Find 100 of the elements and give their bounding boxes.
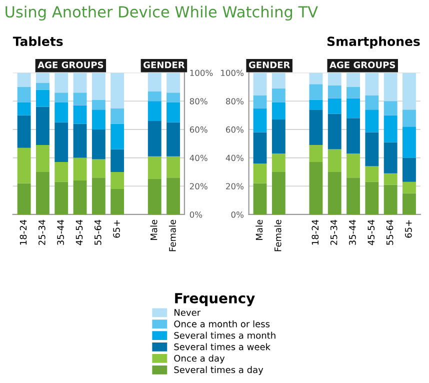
bar [346, 178, 360, 214]
legend-label: Never [174, 309, 201, 316]
bar [110, 149, 124, 172]
bar [110, 188, 124, 214]
y-tick-label: 0% [231, 211, 244, 218]
bar [384, 173, 398, 185]
bar [54, 92, 68, 103]
bar [110, 108, 124, 124]
bar [17, 115, 31, 148]
bar [272, 102, 286, 120]
y-tick-label: 40% [226, 154, 244, 162]
x-tick-label: 18-24 [312, 220, 319, 245]
bar [365, 182, 379, 214]
bar [166, 122, 180, 156]
bar [272, 72, 286, 88]
bar [110, 172, 124, 189]
legend-label: Once a day [174, 354, 225, 364]
x-tick-label: Male [256, 220, 263, 240]
bar [384, 72, 398, 102]
chart-subtitle: Tablets [12, 36, 63, 46]
bar [402, 193, 416, 214]
bar [148, 101, 162, 121]
bar [73, 158, 87, 180]
bar [384, 101, 398, 116]
y-tick-label: 60% [190, 126, 208, 133]
bar [17, 183, 31, 214]
bar [253, 72, 267, 96]
bar [365, 95, 379, 110]
bar [328, 149, 342, 172]
bar [328, 72, 342, 86]
legend-label: Once a month or less [174, 320, 270, 328]
bar [166, 102, 180, 122]
bar [346, 72, 360, 87]
bar [36, 106, 50, 146]
bar [402, 158, 416, 182]
bar [17, 102, 31, 116]
bar [309, 162, 323, 214]
bar [272, 154, 286, 172]
bar [166, 92, 180, 103]
text: GENDER [144, 61, 185, 68]
x-tick-label: 55-64 [386, 220, 394, 245]
bar [253, 108, 267, 132]
x-tick-label: Male [150, 220, 158, 240]
bar [110, 124, 124, 150]
chart-title: Smartphones [327, 36, 420, 48]
y-tick-label: 80% [226, 98, 244, 104]
bar [272, 172, 286, 214]
bar [346, 98, 360, 118]
bar [309, 72, 323, 84]
bar [73, 92, 87, 106]
bar [402, 110, 416, 127]
legend-label: Several times a week [174, 343, 271, 350]
bar [17, 72, 31, 87]
y-tick-label: 20% [226, 183, 244, 190]
bar [36, 145, 50, 172]
bar [36, 172, 50, 214]
bar [272, 88, 286, 103]
bar [365, 166, 379, 182]
legend-label: Several times a month [174, 332, 276, 339]
bar [73, 72, 87, 93]
x-tick-label: 45-54 [76, 220, 83, 246]
bar [166, 156, 180, 178]
bar [166, 72, 180, 93]
x-tick-label: Female [274, 220, 282, 252]
legend-label: Several times a day [174, 366, 264, 375]
bar [92, 159, 106, 178]
y-tick-label: 80% [190, 98, 208, 104]
bar [54, 72, 68, 93]
y-tick-label: 20% [190, 183, 208, 190]
x-tick-label: 55-64 [94, 220, 102, 245]
text: GENDER [248, 61, 290, 68]
bar [346, 118, 360, 154]
bar [17, 86, 31, 103]
bar [346, 86, 360, 98]
x-tick-label: 18-24 [20, 220, 27, 245]
text: AGE GROUPS [38, 61, 104, 68]
x-tick-label: 25-34 [330, 220, 338, 245]
bar [92, 129, 106, 160]
bar [402, 182, 416, 194]
bar [328, 172, 342, 214]
bar [272, 120, 286, 154]
bar [328, 98, 342, 114]
bar [309, 145, 323, 162]
bar [148, 156, 162, 180]
x-tick-label: 25-34 [38, 220, 46, 245]
y-tick-label: 60% [226, 126, 244, 133]
bar [402, 126, 416, 158]
legend-title: Frequency [175, 293, 255, 306]
x-tick-label: 35-44 [57, 220, 64, 245]
text: AGE GROUPS [330, 61, 396, 68]
bar [92, 72, 106, 100]
bar [73, 124, 87, 158]
x-tick-label: Female [168, 220, 176, 252]
bar [110, 72, 124, 108]
bar [328, 114, 342, 150]
bar [92, 110, 106, 130]
bar [365, 132, 379, 166]
bar [253, 95, 267, 108]
bar [384, 184, 398, 214]
bar [54, 122, 68, 162]
